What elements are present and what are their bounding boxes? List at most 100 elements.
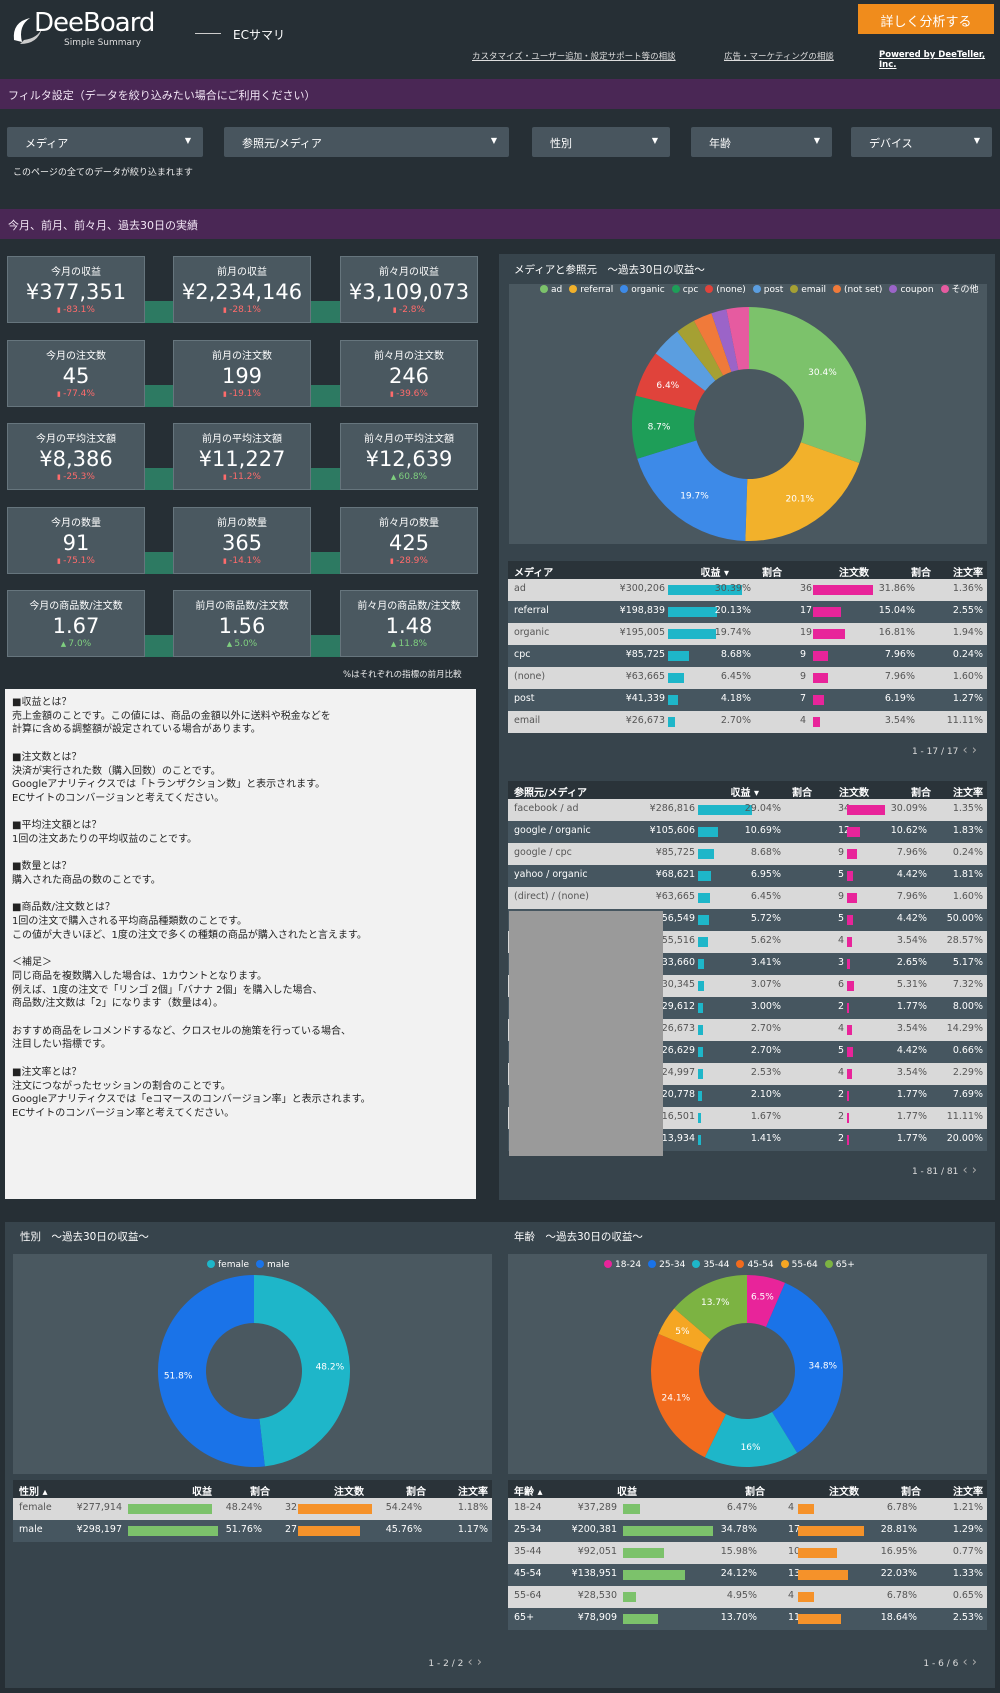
column-header[interactable]: 参照元/メディア: [514, 788, 587, 799]
column-header[interactable]: 収益: [617, 1487, 637, 1498]
legend-item[interactable]: coupon: [882, 284, 934, 296]
table-row[interactable]: ad ¥300,206 30.39% 36 31.86% 1.36%: [508, 579, 987, 601]
column-header[interactable]: 割合: [762, 568, 782, 579]
donut-slice[interactable]: [711, 309, 739, 372]
column-header[interactable]: 注文数: [829, 1487, 859, 1498]
column-header[interactable]: 性別 ▴: [19, 1487, 48, 1498]
column-header[interactable]: 割合: [792, 788, 812, 799]
donut-slice[interactable]: [745, 442, 860, 541]
legend-item[interactable]: cpc: [665, 284, 698, 296]
prev-page-icon[interactable]: ‹: [463, 1655, 477, 1670]
column-header[interactable]: 年齢 ▴: [514, 1487, 543, 1498]
legend-item[interactable]: その他: [934, 284, 979, 296]
donut-slice[interactable]: [254, 1275, 350, 1467]
donut-slice[interactable]: [632, 395, 697, 459]
table-row[interactable]: google / cpc ¥85,725 8.68% 9 7.96% 0.24%: [508, 843, 987, 865]
column-header[interactable]: 収益 ▾: [730, 788, 759, 799]
donut-slice[interactable]: [726, 307, 749, 371]
legend-item[interactable]: 18-24: [597, 1260, 641, 1270]
column-header[interactable]: 割合: [745, 1487, 765, 1498]
prev-page-icon[interactable]: ‹: [958, 1163, 972, 1178]
legend-item[interactable]: 55-64: [774, 1260, 818, 1270]
donut-slice[interactable]: [658, 1308, 711, 1353]
column-header[interactable]: 注文率: [953, 568, 983, 579]
donut-slice[interactable]: [693, 313, 732, 376]
legend-item[interactable]: 45-54: [729, 1260, 774, 1270]
donut-slice[interactable]: [749, 307, 866, 463]
dropdown-media[interactable]: メディア ▼: [7, 127, 203, 157]
table-row[interactable]: yahoo / organic ¥68,621 6.95% 5 4.42% 1.81%: [508, 865, 987, 887]
legend-item[interactable]: (none): [698, 284, 746, 296]
prev-page-icon[interactable]: ‹: [958, 743, 972, 758]
column-header[interactable]: メディア: [514, 568, 554, 579]
donut-slice[interactable]: [651, 1333, 726, 1458]
legend-item[interactable]: organic: [613, 284, 665, 296]
next-page-icon[interactable]: ›: [971, 1655, 977, 1670]
next-page-icon[interactable]: ›: [971, 743, 977, 758]
donut-slice[interactable]: [655, 331, 716, 391]
column-header[interactable]: 割合: [911, 788, 931, 799]
dropdown-device[interactable]: デバイス ▼: [851, 127, 992, 157]
table-row[interactable]: male ¥298,197 51.76% 27 45.76% 1.17%: [13, 1520, 492, 1542]
donut-slice[interactable]: [766, 1282, 843, 1453]
column-header[interactable]: 注文率: [458, 1487, 488, 1498]
arrow-down-icon: ▮: [390, 557, 397, 565]
dropdown-gender[interactable]: 性別 ▼: [532, 127, 670, 157]
column-header[interactable]: 注文率: [953, 1487, 983, 1498]
table-row[interactable]: 45-54 ¥138,951 24.12% 13 22.03% 1.33%: [508, 1564, 987, 1586]
next-page-icon[interactable]: ›: [476, 1655, 482, 1670]
donut-slice[interactable]: [674, 1275, 747, 1340]
column-header[interactable]: 割合: [250, 1487, 270, 1498]
table-row[interactable]: cpc ¥85,725 8.68% 9 7.96% 0.24%: [508, 645, 987, 667]
next-page-icon[interactable]: ›: [971, 1163, 977, 1178]
dropdown-age[interactable]: 年齢 ▼: [691, 127, 832, 157]
table-row[interactable]: 25-34 ¥200,381 34.78% 17 28.81% 1.29%: [508, 1520, 987, 1542]
table-row[interactable]: 55-64 ¥28,530 4.95% 4 6.78% 0.65%: [508, 1586, 987, 1608]
legend-item[interactable]: referral: [562, 284, 613, 296]
column-header[interactable]: 注文数: [839, 568, 869, 579]
column-header[interactable]: 注文率: [953, 788, 983, 799]
legend-item[interactable]: post: [746, 284, 783, 296]
legend-item[interactable]: ad: [533, 284, 562, 296]
table-row[interactable]: google / organic ¥105,606 10.69% 12 10.62% 1.…: [508, 821, 987, 843]
dropdown-source-media[interactable]: 参照元/メディア ▼: [224, 127, 509, 157]
table-row[interactable]: 65+ ¥78,909 13.70% 11 18.64% 2.53%: [508, 1608, 987, 1630]
revenue-bar: [668, 629, 716, 639]
table-row[interactable]: email ¥26,673 2.70% 4 3.54% 11.11%: [508, 711, 987, 733]
column-header[interactable]: 収益 ▾: [700, 568, 729, 579]
prev-page-icon[interactable]: ‹: [958, 1655, 972, 1670]
table-row[interactable]: 35-44 ¥92,051 15.98% 10 16.95% 0.77%: [508, 1542, 987, 1564]
table-row[interactable]: referral ¥198,839 20.13% 17 15.04% 2.55%: [508, 601, 987, 623]
donut-slice[interactable]: [677, 320, 724, 381]
donut-slice-label: 48.2%: [316, 1363, 345, 1373]
table-row[interactable]: female ¥277,914 48.24% 32 54.24% 1.18%: [13, 1498, 492, 1520]
table-row[interactable]: (direct) / (none) ¥63,665 6.45% 9 7.96% 1.60%: [508, 887, 987, 909]
donut-slice[interactable]: [158, 1275, 265, 1467]
legend-item[interactable]: 25-34: [641, 1260, 685, 1270]
table-row[interactable]: organic ¥195,005 19.74% 19 16.81% 1.94%: [508, 623, 987, 645]
link-marketing[interactable]: 広告・マーケティングの相談: [724, 52, 834, 62]
column-header[interactable]: 割合: [901, 1487, 921, 1498]
column-header[interactable]: 注文数: [334, 1487, 364, 1498]
column-header[interactable]: 割合: [911, 568, 931, 579]
table-row[interactable]: facebook / ad ¥286,816 29.04% 34 30.09% 1.35%: [508, 799, 987, 821]
legend-item[interactable]: 35-44: [685, 1260, 729, 1270]
table-row[interactable]: post ¥41,339 4.18% 7 6.19% 1.27%: [508, 689, 987, 711]
column-header[interactable]: 注文数: [839, 788, 869, 799]
legend-item[interactable]: 65+: [818, 1260, 855, 1270]
donut-slice[interactable]: [637, 440, 748, 541]
legend-item[interactable]: female: [200, 1260, 249, 1270]
legend-item[interactable]: (not set): [826, 284, 882, 296]
link-powered[interactable]: Powered by DeeTeller, Inc.: [879, 50, 986, 70]
column-header[interactable]: 収益: [192, 1487, 212, 1498]
legend-item[interactable]: email: [783, 284, 826, 296]
link-customize[interactable]: カスタマイズ・ユーザー追加・設定サポート等の相談: [472, 52, 676, 62]
donut-slice[interactable]: [747, 1275, 786, 1327]
cta-button[interactable]: 詳しく分析する: [858, 4, 994, 34]
donut-slice[interactable]: [635, 353, 706, 411]
table-row[interactable]: (none) ¥63,665 6.45% 9 7.96% 1.60%: [508, 667, 987, 689]
table-row[interactable]: 18-24 ¥37,289 6.47% 4 6.78% 1.21%: [508, 1498, 987, 1520]
column-header[interactable]: 割合: [406, 1487, 426, 1498]
legend-item[interactable]: male: [249, 1260, 289, 1270]
donut-slice[interactable]: [704, 1411, 798, 1467]
